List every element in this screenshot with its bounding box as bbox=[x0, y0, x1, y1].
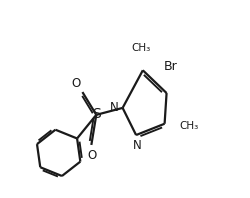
Text: O: O bbox=[72, 77, 81, 90]
Text: N: N bbox=[133, 139, 141, 152]
Text: Br: Br bbox=[163, 60, 177, 73]
Text: N: N bbox=[110, 101, 119, 114]
Text: O: O bbox=[88, 149, 97, 162]
Text: CH₃: CH₃ bbox=[131, 43, 150, 53]
Text: S: S bbox=[92, 108, 101, 121]
Text: CH₃: CH₃ bbox=[180, 121, 199, 131]
